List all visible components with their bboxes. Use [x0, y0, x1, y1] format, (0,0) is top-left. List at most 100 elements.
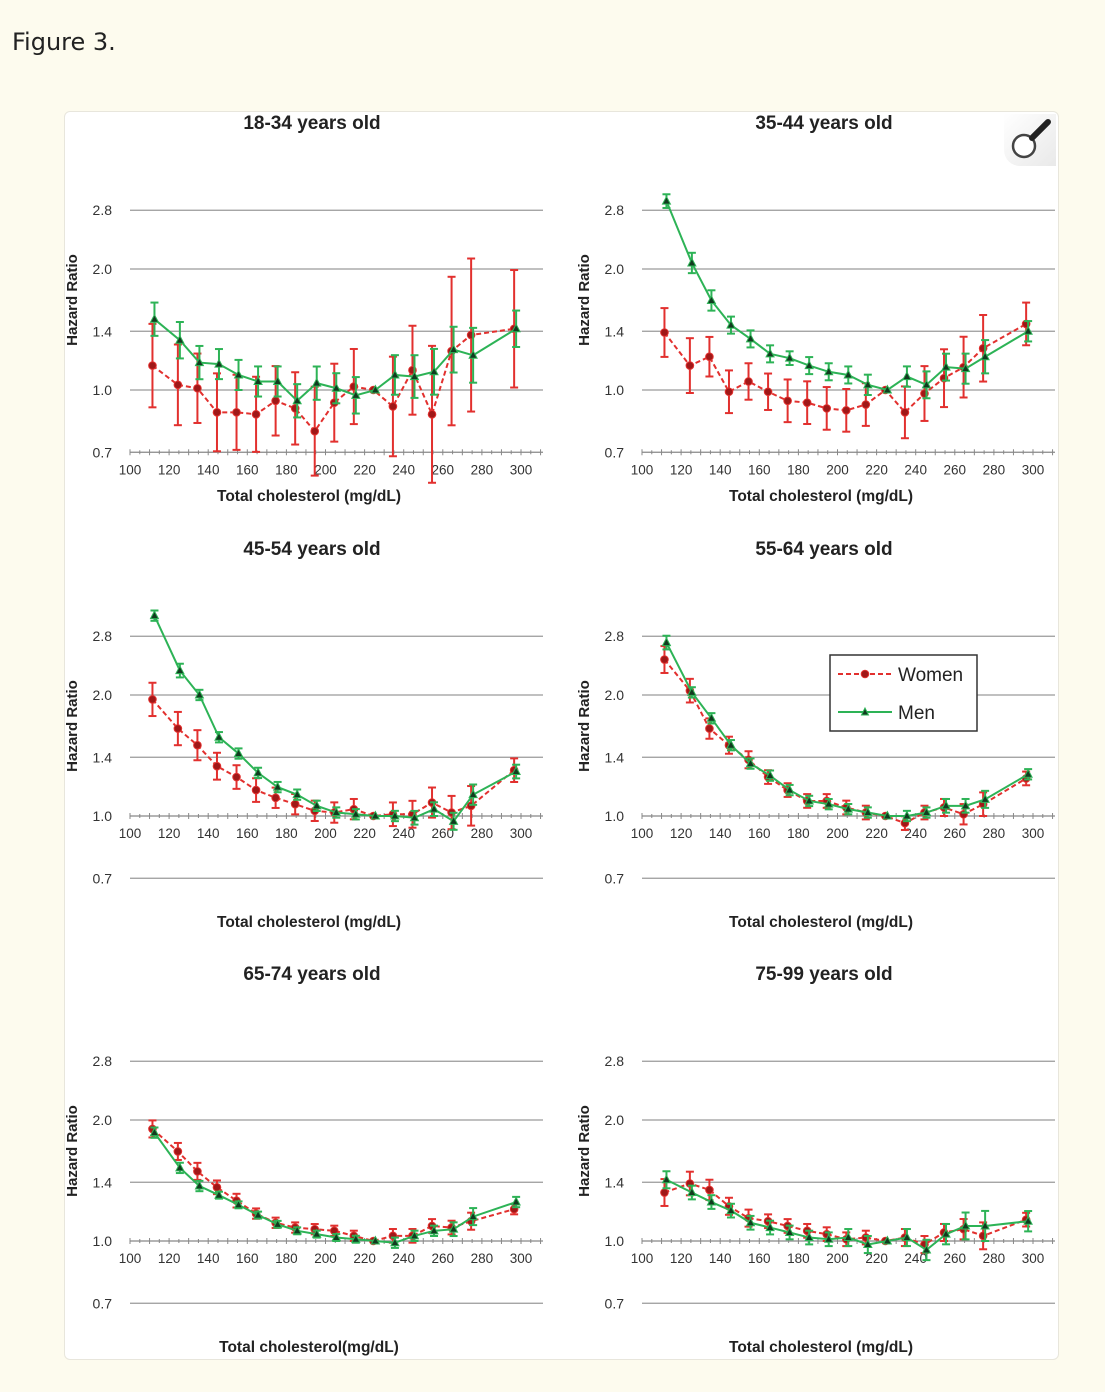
y-tick-label: 1.0 — [93, 382, 113, 398]
x-tick-label: 140 — [197, 826, 220, 841]
x-tick-label: 180 — [787, 462, 810, 477]
men-data-point — [468, 1211, 478, 1221]
y-tick-label: 0.7 — [605, 1295, 625, 1311]
men-data-point — [765, 348, 775, 358]
x-tick-label: 140 — [709, 462, 732, 477]
y-tick-label: 1.4 — [93, 1174, 113, 1190]
y-axis-title: Hazard Ratio — [576, 680, 593, 772]
y-axis-title: Hazard Ratio — [64, 680, 81, 772]
x-tick-label: 240 — [904, 826, 927, 841]
women-data-point — [705, 723, 714, 733]
women-data-point — [900, 408, 910, 417]
x-tick-label: 100 — [119, 1251, 142, 1266]
x-tick-label: 300 — [510, 462, 533, 477]
x-tick-label: 120 — [670, 826, 693, 841]
men-data-point — [921, 1244, 932, 1254]
women-data-point — [212, 408, 222, 417]
men-data-point — [272, 781, 283, 791]
men-data-point — [1023, 768, 1033, 778]
men-data-point — [233, 1199, 244, 1209]
men-data-point — [233, 747, 244, 757]
magnifier-button[interactable] — [1004, 114, 1056, 166]
y-tick-label: 0.7 — [93, 444, 113, 460]
x-tick-label: 160 — [748, 826, 771, 841]
men-data-point — [784, 784, 795, 794]
men-data-point — [390, 1237, 400, 1247]
x-tick-label: 240 — [392, 826, 415, 841]
men-data-point — [214, 358, 224, 368]
men-data-point — [194, 1180, 205, 1190]
x-tick-label: 120 — [670, 462, 693, 477]
men-data-point — [468, 349, 478, 359]
y-tick-label: 1.4 — [93, 749, 113, 765]
x-tick-label: 180 — [275, 462, 298, 477]
women-data-point — [705, 1185, 714, 1195]
legend-men-label: Men — [898, 703, 935, 724]
men-data-point — [511, 765, 521, 775]
women-data-point — [660, 1188, 669, 1197]
men-data-point — [429, 1225, 439, 1235]
men-data-point — [804, 794, 815, 804]
men-data-point — [429, 803, 439, 813]
men-data-point — [511, 1196, 521, 1206]
men-data-point — [350, 1233, 361, 1243]
x-tick-label: 140 — [197, 462, 220, 477]
men-series-line — [665, 200, 1029, 392]
men-data-point — [149, 313, 160, 323]
x-tick-label: 260 — [432, 462, 455, 477]
y-tick-label: 1.0 — [605, 382, 625, 398]
y-tick-label: 0.7 — [93, 1295, 113, 1311]
men-data-point — [862, 1238, 873, 1249]
y-tick-label: 1.4 — [605, 1174, 625, 1190]
men-data-point — [1023, 1215, 1033, 1225]
x-tick-label: 140 — [197, 1251, 220, 1266]
y-axis-title: Hazard Ratio — [64, 1105, 81, 1197]
men-data-point — [311, 799, 322, 809]
legend-box — [829, 653, 978, 732]
women-data-point — [763, 387, 773, 397]
x-tick-label: 300 — [510, 1251, 533, 1266]
y-tick-label: 2.0 — [605, 686, 625, 702]
y-tick-label: 1.4 — [605, 749, 625, 765]
y-tick-label: 1.4 — [605, 323, 625, 339]
men-data-point — [804, 360, 815, 370]
x-tick-label: 300 — [510, 826, 533, 841]
x-tick-label: 180 — [787, 826, 810, 841]
men-data-point — [448, 344, 459, 354]
men-data-point — [661, 636, 672, 646]
men-data-point — [823, 798, 834, 808]
women-data-point — [427, 410, 437, 419]
men-data-point — [765, 769, 775, 779]
y-tick-label: 2.8 — [93, 202, 113, 218]
x-tick-label: 300 — [1022, 826, 1045, 841]
women-data-point — [271, 792, 280, 802]
x-tick-label: 200 — [314, 462, 337, 477]
x-tick-label: 100 — [119, 462, 142, 477]
y-tick-label: 2.8 — [605, 628, 625, 644]
x-tick-label: 260 — [432, 1251, 455, 1266]
x-tick-label: 200 — [314, 1251, 337, 1266]
chart-panel: 45-54 years old 0.7 1.0 1.4 2.0 2.8 100 120 140 1… — [64, 539, 543, 931]
x-tick-label: 280 — [983, 1251, 1006, 1266]
x-tick-label: 220 — [353, 1251, 376, 1266]
women-data-point — [841, 406, 851, 415]
men-data-point — [350, 808, 361, 818]
men-data-point — [823, 366, 834, 376]
women-data-point — [705, 352, 714, 362]
women-data-point — [173, 723, 183, 733]
women-data-point — [251, 410, 261, 419]
men-data-point — [706, 1196, 717, 1206]
x-tick-label: 260 — [944, 826, 967, 841]
men-data-point — [882, 384, 893, 394]
chart-panel: 18-34 years old 0.7 1.0 1.4 2.0 2.8 100 120 140 1… — [64, 113, 543, 505]
x-tick-label: 280 — [983, 826, 1006, 841]
men-data-point — [661, 195, 672, 205]
women-data-point — [310, 426, 320, 436]
men-data-point — [390, 369, 400, 379]
men-data-point — [765, 1222, 775, 1232]
men-data-point — [253, 766, 263, 776]
men-data-point — [960, 799, 971, 809]
x-tick-label: 200 — [826, 826, 849, 841]
x-tick-label: 160 — [748, 462, 771, 477]
men-data-point — [149, 1127, 160, 1137]
